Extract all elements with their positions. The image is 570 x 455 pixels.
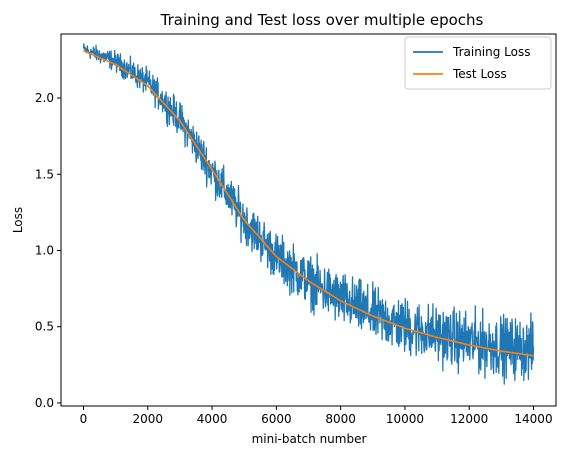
x-tick-label: 12000 xyxy=(450,412,488,426)
x-tick-label: 10000 xyxy=(386,412,424,426)
legend-frame xyxy=(404,36,552,90)
chart-title: Training and Test loss over multiple epo… xyxy=(160,11,484,29)
legend-label-training-loss: Training Loss xyxy=(452,45,530,59)
plot-frame xyxy=(60,33,557,407)
y-tick-label: 1.0 xyxy=(35,243,54,257)
x-tick-label: 0 xyxy=(80,412,88,426)
x-tick-label: 6000 xyxy=(261,412,292,426)
x-tick-label: 14000 xyxy=(514,412,552,426)
legend: Training Loss Test Loss xyxy=(404,36,552,90)
axes-layer: 0 2000 4000 6000 8000 10000 12000 14000 0.0 0.5 1.… xyxy=(35,33,557,426)
series-line-test-loss xyxy=(83,50,534,357)
y-tick-label: 0.5 xyxy=(35,320,54,334)
plot-area: 0 2000 4000 6000 8000 10000 12000 14000 0.0 0.5 1.… xyxy=(35,33,557,426)
x-tick-label: 2000 xyxy=(133,412,164,426)
y-axis-label: Loss xyxy=(11,207,25,233)
x-tick-label: 4000 xyxy=(197,412,228,426)
x-axis-label: mini-batch number xyxy=(252,432,367,446)
y-tick-label: 2.0 xyxy=(35,91,54,105)
series-line-training-loss xyxy=(82,43,535,385)
x-tick-label: 8000 xyxy=(325,412,356,426)
legend-label-test-loss: Test Loss xyxy=(452,67,507,81)
series-layer xyxy=(82,43,535,385)
y-tick-label: 1.5 xyxy=(35,167,54,181)
y-tick-label: 0.0 xyxy=(35,396,54,410)
